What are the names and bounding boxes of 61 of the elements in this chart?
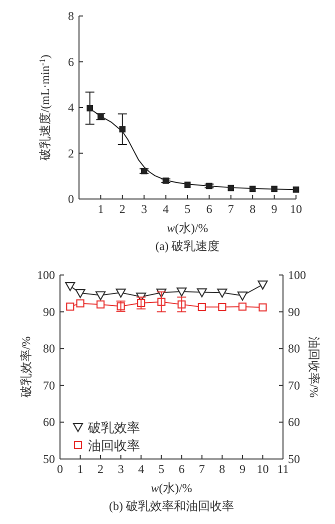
point	[237, 292, 248, 301]
legend-label: 油回收率	[88, 438, 140, 453]
text: (b) 破乳效率和油回收率	[109, 499, 234, 513]
point	[271, 186, 278, 192]
point	[184, 182, 191, 188]
y-tick-label: 70	[43, 378, 55, 392]
point	[176, 288, 187, 297]
y2-tick-label: 90	[288, 304, 300, 319]
x-tick-label: 5	[184, 202, 190, 216]
x-tick-label: 9	[271, 202, 278, 216]
y2-tick-label: 100	[288, 268, 306, 282]
point	[292, 186, 300, 193]
x-tick-label: 7	[198, 462, 205, 476]
x-tick-label: 2	[98, 462, 104, 476]
x-tick-label: 4	[138, 462, 144, 476]
y-axis-title: 破乳效率/%	[19, 336, 33, 399]
y-tick-label: 2	[68, 146, 74, 160]
y-tick-label: 0	[68, 192, 74, 206]
x-axis-title: w(水)/%	[150, 481, 192, 495]
x-tick-label: 4	[162, 202, 169, 216]
x-tick-label: 8	[219, 462, 226, 476]
y2-tick-label: 50	[288, 452, 300, 466]
point	[86, 105, 93, 112]
x-tick-label: 1	[98, 202, 104, 216]
x-tick-label: 9	[239, 462, 246, 476]
point	[258, 280, 268, 290]
y2-tick-label: 80	[288, 342, 300, 356]
y-tick-label: 80	[43, 342, 55, 356]
x-tick-label: 1	[77, 462, 84, 476]
y2-tick-label: 70	[288, 378, 300, 392]
y2-tick-label: 60	[288, 415, 300, 430]
y2-axis-title: 油回收率/%	[307, 336, 321, 398]
x-tick-label: 10	[256, 462, 269, 476]
y-tick-label: 8	[68, 9, 74, 23]
point	[217, 288, 228, 298]
y-tick-label: 50	[43, 452, 55, 466]
point	[95, 291, 106, 300]
x-tick-label: 7	[228, 202, 234, 216]
x-tick-label: 3	[141, 202, 148, 216]
x-tick-label: 8	[250, 202, 256, 216]
point	[75, 288, 86, 298]
x-tick-label: 3	[118, 462, 124, 476]
point	[65, 282, 76, 292]
y-tick-label: 90	[43, 304, 55, 319]
x-tick-label: 2	[119, 202, 126, 216]
legend-label: 破乳效率	[87, 420, 140, 435]
x-tick-label: 10	[290, 202, 302, 216]
point	[116, 288, 126, 298]
x-axis-title: w(水)/%	[166, 221, 208, 235]
y-tick-label: 6	[68, 54, 74, 69]
point	[228, 184, 234, 192]
x-tick-label: 11	[277, 462, 289, 476]
x-tick-label: 6	[178, 462, 185, 476]
y-tick-label: 100	[37, 268, 55, 282]
point	[196, 288, 207, 298]
point	[249, 186, 256, 192]
text: (a) 破乳速度	[155, 239, 220, 253]
y-tick-label: 4	[68, 100, 74, 114]
x-tick-label: 5	[158, 462, 164, 476]
y-tick-label: 60	[43, 415, 55, 430]
x-tick-label: 6	[206, 202, 212, 216]
